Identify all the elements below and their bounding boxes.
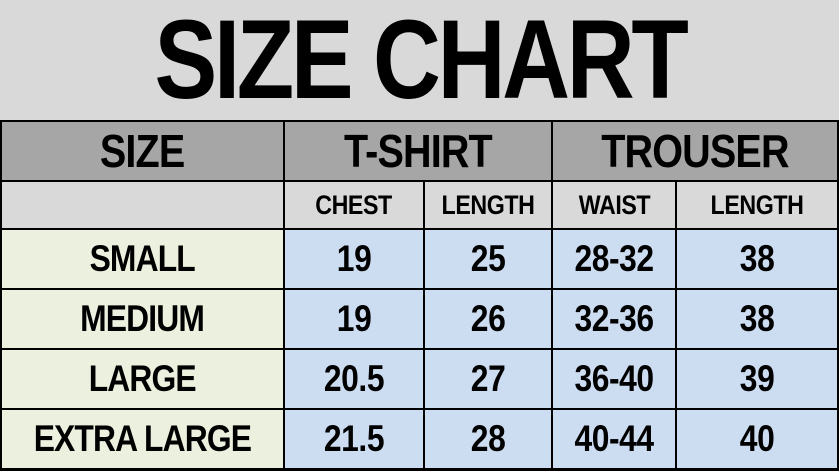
subheader-empty-cell (2, 182, 283, 228)
row-small-tshirt-length: 25 (425, 230, 551, 288)
subheader-trouser-length: LENGTH (677, 182, 837, 228)
row-extra-large-label: EXTRA LARGE (33, 418, 252, 459)
column-header-tshirt-label: T-SHIRT (344, 125, 493, 177)
row-extra-large-size-cell: EXTRA LARGE (2, 410, 283, 468)
column-header-size-label: SIZE (100, 125, 185, 177)
row-small-label: SMALL (89, 238, 196, 279)
row-small-waist: 28-32 (553, 230, 675, 288)
row-small-trouser-length: 38 (677, 230, 837, 288)
row-extra-large-chest: 21.5 (285, 410, 423, 468)
row-medium-label: MEDIUM (80, 298, 206, 339)
row-large-tshirt-length: 27 (425, 350, 551, 408)
subheader-waist-label: WAIST (578, 189, 650, 220)
column-header-trouser: TROUSER (553, 122, 837, 180)
row-small-chest: 19 (285, 230, 423, 288)
row-small-size-cell: SMALL (2, 230, 283, 288)
column-header-trouser-label: TROUSER (601, 125, 789, 177)
row-large-size-cell: LARGE (2, 350, 283, 408)
subheader-tshirt-length: LENGTH (425, 182, 551, 228)
row-large-label: LARGE (88, 358, 197, 399)
title-bar: SIZE CHART (0, 0, 839, 120)
row-medium-chest: 19 (285, 290, 423, 348)
row-large-chest: 20.5 (285, 350, 423, 408)
row-medium-tshirt-length: 26 (425, 290, 551, 348)
column-header-tshirt: T-SHIRT (285, 122, 551, 180)
subheader-chest-label: CHEST (315, 189, 393, 220)
row-medium-waist: 32-36 (553, 290, 675, 348)
subheader-tshirt-length-label: LENGTH (441, 189, 535, 220)
row-extra-large-waist: 40-44 (553, 410, 675, 468)
row-extra-large-tshirt-length: 28 (425, 410, 551, 468)
row-medium-trouser-length: 38 (677, 290, 837, 348)
subheader-chest: CHEST (285, 182, 423, 228)
column-header-size: SIZE (2, 122, 283, 180)
subheader-waist: WAIST (553, 182, 675, 228)
row-large-trouser-length: 39 (677, 350, 837, 408)
size-chart-table: SIZE T-SHIRT TROUSER CHEST LENGTH WAIST … (0, 120, 839, 471)
row-large-waist: 36-40 (553, 350, 675, 408)
page-title: SIZE CHART (154, 0, 688, 122)
row-medium-size-cell: MEDIUM (2, 290, 283, 348)
subheader-trouser-length-label: LENGTH (710, 189, 804, 220)
row-extra-large-trouser-length: 40 (677, 410, 837, 468)
